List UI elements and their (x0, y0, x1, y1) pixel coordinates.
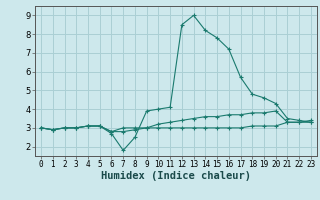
X-axis label: Humidex (Indice chaleur): Humidex (Indice chaleur) (101, 171, 251, 181)
